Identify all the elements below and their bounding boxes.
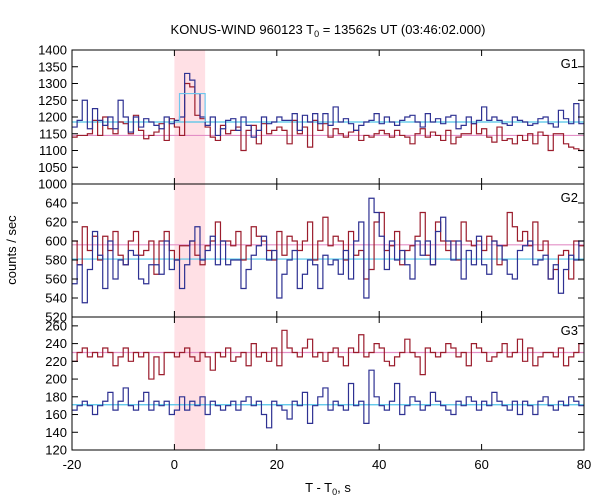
y-tick-label: 620 <box>45 215 67 230</box>
red-series-g2 <box>72 211 584 280</box>
y-tick-label: 180 <box>45 389 67 404</box>
y-tick-label: 560 <box>45 272 67 287</box>
y-tick-label: 1300 <box>38 76 67 91</box>
y-tick-label: 1350 <box>38 59 67 74</box>
x-tick-label: 0 <box>171 457 178 472</box>
y-tick-label: 580 <box>45 253 67 268</box>
x-tick-label: 60 <box>474 457 488 472</box>
y-tick-label: 540 <box>45 291 67 306</box>
panel-g2: 520 540 560 580 600 620 640 G2 <box>45 183 585 325</box>
panel-frame <box>71 316 585 451</box>
y-tick-label: 1050 <box>38 160 67 175</box>
y-tick-label: 240 <box>45 336 67 351</box>
y-tick-label: 640 <box>45 196 67 211</box>
panel-label: G2 <box>561 190 578 205</box>
y-tick-label: 600 <box>45 234 67 249</box>
x-tick-label: -20 <box>63 457 82 472</box>
y-tick-label: 1100 <box>39 143 67 158</box>
red-series-g3 <box>72 329 584 380</box>
y-tick-label: 520 <box>45 310 67 325</box>
y-tick-label: 1200 <box>38 110 67 125</box>
x-tick-label: 20 <box>270 457 284 472</box>
y-tick-label: 120 <box>45 443 67 458</box>
panel-label: G3 <box>561 323 578 338</box>
blue-series-g1 <box>72 72 584 138</box>
y-tick-label: 160 <box>45 407 67 422</box>
y-axis-label: counts / sec <box>4 215 19 285</box>
x-axis-label: T - T0, s <box>305 480 351 497</box>
y-tick-label: 1150 <box>39 126 67 141</box>
x-tick-label: 80 <box>577 457 591 472</box>
blue-series-g3 <box>72 369 584 429</box>
x-axis-ticks: -20 0 20 40 60 80 <box>63 457 592 472</box>
burst-level-box <box>178 92 206 123</box>
y-tick-label: 140 <box>45 425 67 440</box>
y-tick-label: 200 <box>45 372 67 387</box>
y-tick-label: 1400 <box>38 43 67 58</box>
panel-g3: 120 140 160 180 200 220 240 260 G3 <box>45 316 585 458</box>
x-tick-label: 40 <box>372 457 386 472</box>
chart-title: KONUS-WIND 960123 T0 = 13562s UT (03:46:… <box>171 22 486 39</box>
panel-label: G1 <box>561 56 578 71</box>
y-tick-label: 1250 <box>38 93 67 108</box>
y-tick-label: 260 <box>45 318 67 333</box>
panels-layer: 100010501100115012001250130013501400G152… <box>38 43 585 458</box>
y-tick-label: 1000 <box>38 177 67 192</box>
y-tick-label: 220 <box>45 354 67 369</box>
blue-series-g2 <box>72 197 584 304</box>
